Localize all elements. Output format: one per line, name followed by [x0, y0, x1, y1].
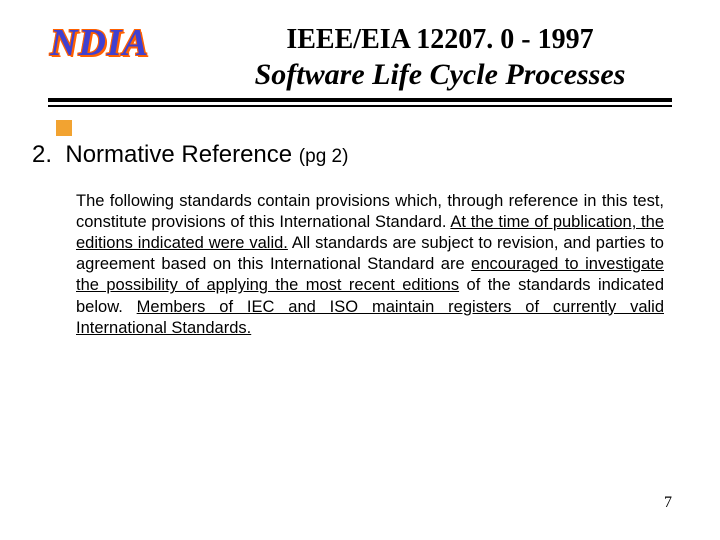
title-line-1: IEEE/EIA 12207. 0 - 1997 [200, 24, 680, 56]
section-title: Normative Reference [65, 141, 292, 168]
body-text-underlined: Members of IEC and ISO maintain register… [76, 298, 664, 337]
section-page-ref: (pg 2) [299, 146, 349, 167]
header: NDIA IEEE/EIA 12207. 0 - 1997 Software L… [40, 18, 680, 92]
section-heading: 2. Normative Reference (pg 2) [32, 141, 680, 169]
divider [48, 98, 672, 107]
title-line-2: Software Life Cycle Processes [200, 58, 680, 92]
slide: NDIA IEEE/EIA 12207. 0 - 1997 Software L… [0, 0, 720, 540]
page-number: 7 [664, 494, 672, 512]
body-paragraph: The following standards contain provisio… [76, 191, 664, 339]
accent-square-icon [56, 120, 72, 136]
title-block: IEEE/EIA 12207. 0 - 1997 Software Life C… [200, 18, 680, 92]
section-number: 2. [32, 141, 52, 168]
ndia-logo: NDIA [50, 24, 180, 62]
